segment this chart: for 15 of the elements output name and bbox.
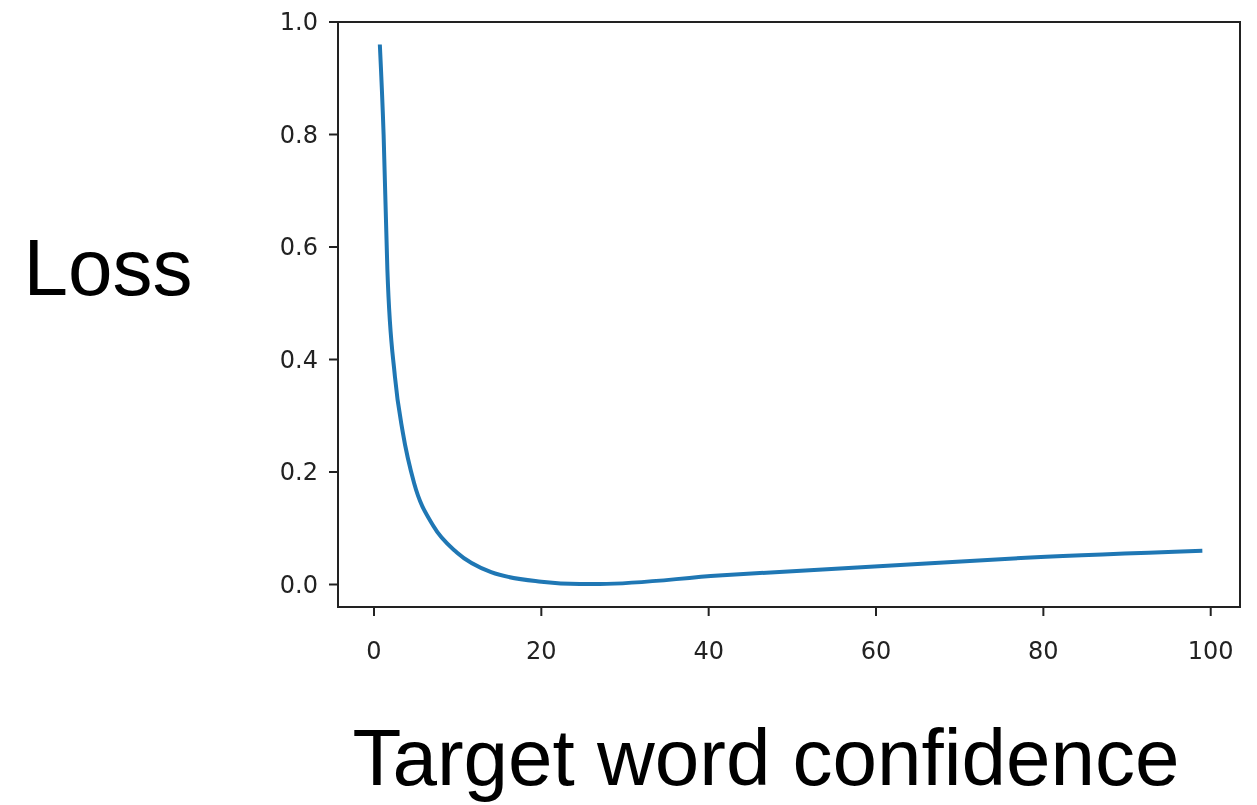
x-tick-label: 20	[526, 637, 557, 665]
x-tick-label: 40	[693, 637, 724, 665]
y-tick-label: 0.0	[279, 570, 318, 599]
y-tick-label: 0.2	[279, 458, 318, 486]
x-axis-title: Target word confidence	[352, 713, 1180, 802]
y-axis-title: Loss	[23, 223, 193, 312]
x-tick-label: 80	[1028, 637, 1059, 665]
line-series	[377, 42, 1205, 586]
x-tick-label: 60	[860, 637, 892, 665]
x-tick-label: 0	[366, 637, 382, 665]
y-tick-label: 0.4	[279, 345, 318, 374]
y-tick-label: 1.0	[279, 8, 318, 36]
x-tick-label: 100	[1187, 637, 1234, 665]
y-tick-label: 0.6	[279, 233, 318, 261]
y-tick-label: 0.8	[279, 120, 318, 149]
